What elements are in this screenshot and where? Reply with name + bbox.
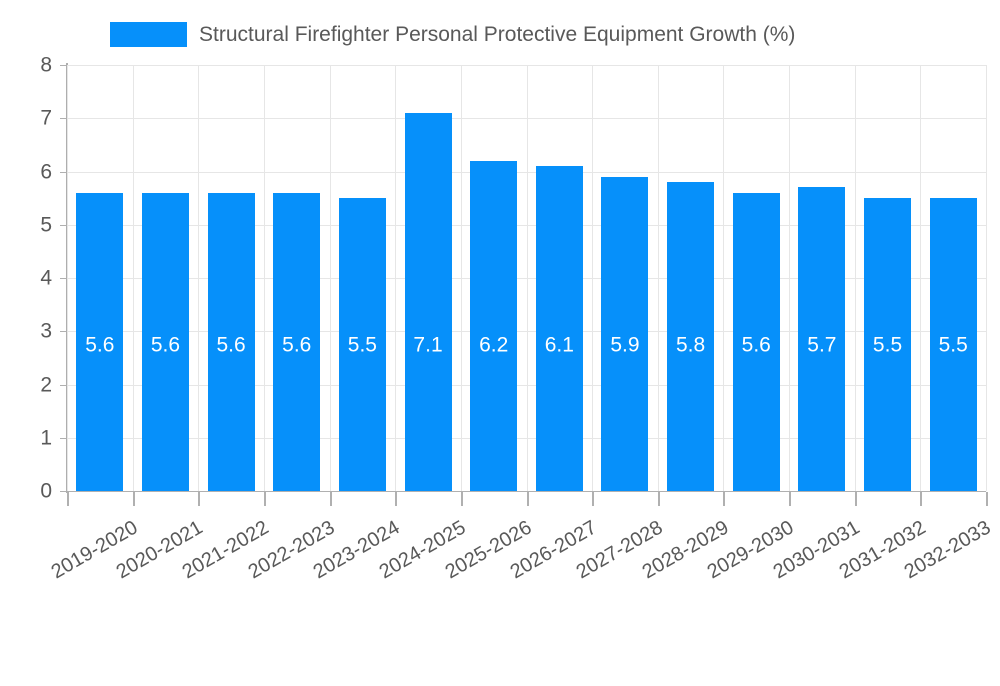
bar-value-label: 5.5 bbox=[872, 333, 903, 357]
y-gridline bbox=[67, 491, 986, 492]
x-tick-mark bbox=[461, 492, 463, 506]
y-tick-mark bbox=[60, 65, 67, 66]
y-tick-mark bbox=[60, 331, 67, 333]
bar[interactable] bbox=[732, 192, 780, 491]
bar-value-label: 5.9 bbox=[610, 333, 640, 357]
y-tick-label: 0 bbox=[40, 479, 52, 503]
x-gridline bbox=[527, 65, 528, 491]
bar[interactable] bbox=[535, 166, 583, 491]
y-tick-label: 4 bbox=[40, 266, 52, 290]
x-gridline bbox=[264, 65, 265, 491]
y-tick-label: 1 bbox=[40, 426, 52, 450]
chart-legend: Structural Firefighter Personal Protecti… bbox=[110, 14, 795, 54]
x-gridline bbox=[395, 65, 396, 491]
x-tick-mark bbox=[198, 492, 200, 506]
bar-value-label: 6.2 bbox=[479, 333, 509, 357]
x-gridline bbox=[330, 65, 331, 491]
y-tick-mark bbox=[60, 278, 67, 279]
y-gridline bbox=[67, 224, 986, 226]
bar-value-label: 5.6 bbox=[150, 333, 181, 357]
x-gridline bbox=[592, 65, 593, 491]
y-gridline bbox=[67, 118, 986, 120]
bar-value-label: 7.1 bbox=[413, 333, 443, 357]
bar[interactable] bbox=[929, 198, 977, 491]
bar[interactable] bbox=[470, 160, 518, 491]
legend-color-swatch bbox=[110, 21, 187, 47]
x-tick-mark bbox=[855, 492, 857, 506]
bar[interactable] bbox=[141, 192, 189, 491]
x-tick-mark bbox=[395, 492, 397, 506]
y-tick-label: 5 bbox=[40, 213, 52, 237]
y-gridline bbox=[67, 278, 986, 279]
y-tick-label: 2 bbox=[40, 373, 52, 396]
x-gridline bbox=[658, 65, 659, 491]
y-tick-mark bbox=[60, 491, 67, 492]
bar[interactable] bbox=[667, 182, 715, 491]
y-gridline bbox=[67, 65, 986, 66]
legend-label: Structural Firefighter Personal Protecti… bbox=[199, 22, 796, 46]
x-gridline bbox=[789, 65, 790, 491]
x-tick-mark bbox=[658, 492, 660, 506]
y-gridline bbox=[67, 171, 986, 173]
bar-value-label: 6.1 bbox=[544, 333, 574, 357]
bar-value-label: 5.6 bbox=[216, 333, 246, 357]
bar[interactable] bbox=[207, 192, 255, 491]
bar[interactable] bbox=[798, 187, 846, 491]
y-tick-label: 7 bbox=[40, 106, 52, 130]
bar-value-label: 5.6 bbox=[741, 333, 771, 357]
x-gridline bbox=[920, 65, 921, 491]
y-gridline bbox=[67, 437, 986, 439]
x-gridline bbox=[461, 65, 462, 491]
x-tick-mark bbox=[986, 492, 988, 506]
x-tick-mark bbox=[264, 492, 266, 506]
y-tick-mark bbox=[60, 437, 67, 439]
bar[interactable] bbox=[76, 192, 124, 491]
y-gridline bbox=[67, 384, 986, 386]
y-tick-mark bbox=[60, 224, 67, 226]
x-gridline bbox=[855, 65, 856, 491]
y-tick-mark bbox=[60, 118, 67, 120]
bar-value-label: 5.7 bbox=[807, 333, 837, 357]
x-tick-mark bbox=[592, 492, 594, 506]
bar[interactable] bbox=[338, 198, 386, 491]
plot-area: 5.6 5.6 5.6 5.6 5.5 7.1 6.2 6.1 5.9 5.8 5.6 5.7 5.5 5… bbox=[67, 65, 987, 492]
bar[interactable] bbox=[601, 176, 649, 491]
bar-chart: Structural Firefighter Personal Protecti… bbox=[0, 14, 1000, 584]
bar[interactable] bbox=[864, 198, 912, 491]
x-gridline bbox=[133, 65, 134, 491]
y-tick-label: 8 bbox=[40, 53, 52, 77]
x-gridline bbox=[723, 65, 724, 491]
y-tick-mark bbox=[60, 171, 67, 173]
x-tick-mark bbox=[67, 492, 69, 506]
bar[interactable] bbox=[404, 112, 452, 491]
y-tick-mark bbox=[60, 384, 67, 386]
bar-value-label: 5.5 bbox=[938, 333, 968, 357]
bar-value-label: 5.6 bbox=[85, 333, 115, 357]
y-gridline bbox=[67, 331, 986, 333]
x-tick-mark bbox=[527, 492, 529, 506]
x-gridline bbox=[198, 65, 199, 491]
y-tick-label: 6 bbox=[40, 160, 52, 183]
y-axis: 0 1 2 3 4 5 6 7 8 bbox=[0, 55, 1000, 502]
y-tick-label: 3 bbox=[40, 319, 52, 343]
bar-value-label: 5.8 bbox=[675, 333, 706, 357]
x-tick-mark bbox=[789, 492, 791, 506]
x-tick-mark bbox=[920, 492, 922, 506]
bar-value-label: 5.6 bbox=[282, 333, 312, 357]
bar[interactable] bbox=[273, 192, 321, 491]
x-tick-mark bbox=[330, 492, 332, 506]
x-gridline bbox=[986, 65, 987, 491]
bar-value-label: 5.5 bbox=[347, 333, 377, 357]
x-gridline bbox=[67, 65, 68, 491]
x-tick-mark bbox=[133, 492, 135, 506]
x-tick-mark bbox=[723, 492, 725, 506]
